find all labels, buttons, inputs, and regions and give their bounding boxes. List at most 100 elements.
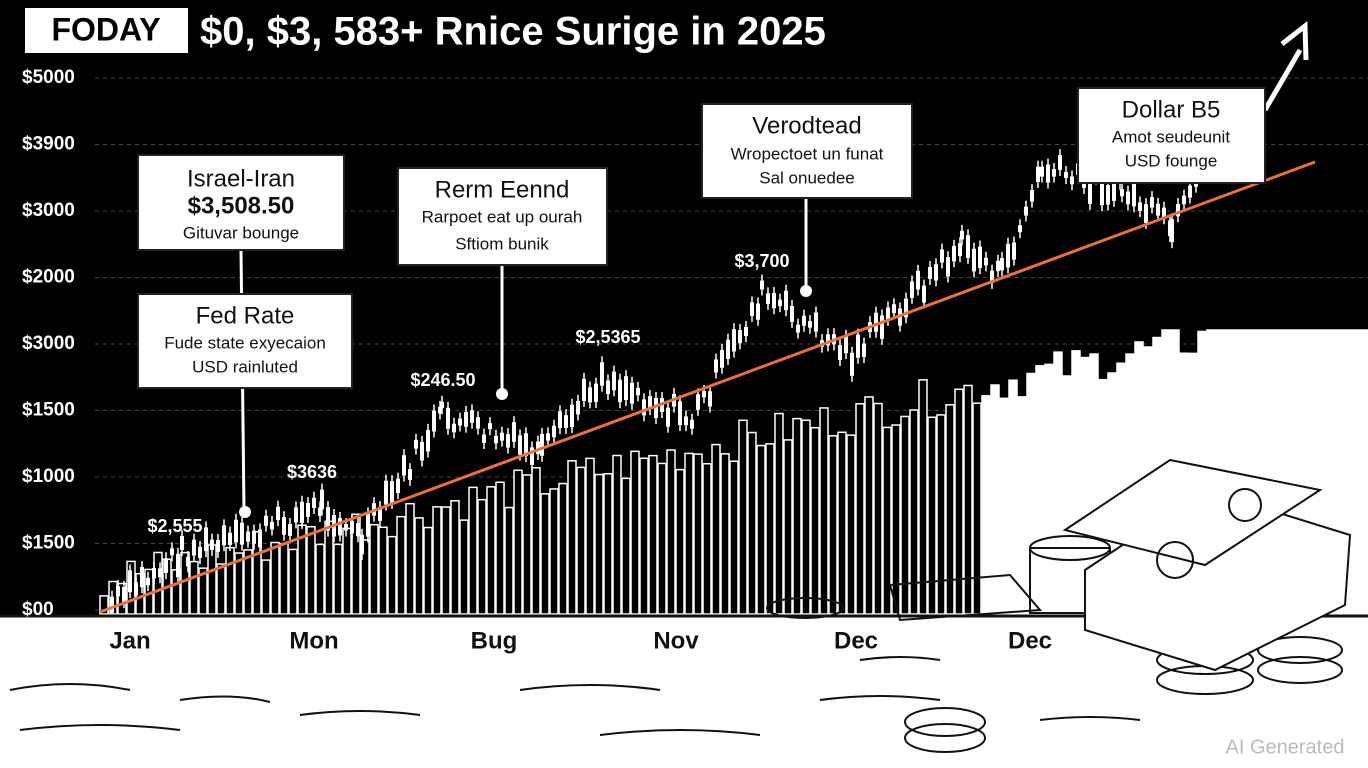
candle <box>240 522 244 545</box>
candle <box>258 529 262 548</box>
candle <box>482 434 486 444</box>
candle <box>378 506 382 521</box>
volume-bar <box>1350 329 1360 615</box>
candle <box>306 502 310 517</box>
candle <box>1030 190 1034 202</box>
y-axis-label: $1500 <box>22 400 75 421</box>
candle <box>952 245 956 262</box>
candle <box>1150 197 1154 208</box>
candle <box>808 321 812 328</box>
candle <box>192 539 196 556</box>
candle <box>636 387 640 396</box>
candle <box>140 567 144 588</box>
candle <box>270 521 274 530</box>
callout-title: Israel-Iran <box>187 165 295 192</box>
volume-bar <box>630 450 640 615</box>
volume-sketch <box>99 329 1368 615</box>
x-axis-label: Bug <box>471 627 518 654</box>
candle <box>176 553 180 578</box>
volume-bar <box>324 520 334 615</box>
candle <box>880 315 884 339</box>
candle <box>210 539 214 550</box>
candle <box>264 515 268 526</box>
candle <box>1052 168 1056 177</box>
volume-bar <box>441 506 451 615</box>
volume-bar <box>918 379 928 615</box>
candle <box>134 582 138 596</box>
candle <box>1112 178 1116 201</box>
y-axis-label: $5000 <box>22 67 75 88</box>
candle <box>600 362 604 386</box>
volume-bar <box>1359 329 1368 615</box>
candle <box>252 530 256 544</box>
trend-line <box>99 160 1316 614</box>
volume-bar <box>99 595 109 615</box>
volume-bar <box>756 444 766 615</box>
volume-bar <box>1341 329 1351 615</box>
candle <box>110 596 114 613</box>
volume-bar <box>1053 351 1063 615</box>
candle <box>618 379 622 403</box>
volume-bar <box>909 409 919 615</box>
candle <box>1138 202 1142 211</box>
callout-line: Sftiom bunik <box>455 234 549 253</box>
volume-bar <box>567 460 577 615</box>
candle <box>288 523 292 536</box>
volume-bar <box>837 431 847 615</box>
candle <box>690 419 694 429</box>
volume-bar <box>333 543 343 615</box>
candle <box>552 425 556 438</box>
candle <box>180 535 184 550</box>
volume-bar <box>828 435 838 615</box>
volume-bar <box>585 457 595 615</box>
candle <box>940 249 944 263</box>
volume-bar <box>387 535 397 615</box>
volume-bar <box>270 541 280 615</box>
volume-bar <box>432 506 442 615</box>
candle <box>750 302 754 316</box>
candle <box>186 557 190 567</box>
candle <box>458 418 462 426</box>
candle <box>790 305 794 322</box>
volume-bar <box>711 443 721 615</box>
callout-line: Sal onuedee <box>759 168 854 187</box>
volume-bar <box>702 462 712 615</box>
candle <box>452 423 456 433</box>
callout-title: Verodtead <box>752 112 861 139</box>
volume-bar <box>414 517 424 615</box>
candle <box>594 383 598 402</box>
volume-bar <box>576 466 586 615</box>
volume-bar <box>459 519 469 615</box>
callout-line: USD rainluted <box>192 357 298 376</box>
callout-title: Fed Rate <box>196 302 295 329</box>
candle <box>228 532 232 545</box>
candle <box>744 326 748 337</box>
volume-bar <box>504 506 514 615</box>
candle <box>772 293 776 309</box>
volume-bar <box>873 402 883 615</box>
candle <box>546 433 550 441</box>
volume-bar <box>315 543 325 615</box>
candle <box>960 230 964 240</box>
candle <box>1006 243 1010 268</box>
candle <box>606 380 610 395</box>
candle <box>850 352 854 376</box>
volume-bar <box>936 414 946 615</box>
candle <box>446 407 450 429</box>
up-arrow <box>1262 20 1309 112</box>
volume-bar <box>351 513 361 615</box>
candle <box>996 260 1000 272</box>
candle <box>1120 189 1124 197</box>
candle <box>886 307 890 320</box>
candle <box>294 507 298 523</box>
candle <box>910 281 914 298</box>
callout-note: Gituvar bounge <box>183 223 299 242</box>
candle <box>360 534 364 555</box>
volume-bar <box>666 449 676 615</box>
volume-bar <box>747 431 757 615</box>
callout-line: Fude state exyecaion <box>164 333 326 352</box>
volume-bar <box>189 560 199 615</box>
x-axis-label: Jan <box>109 627 150 654</box>
volume-bar <box>639 457 649 615</box>
candle <box>524 433 528 457</box>
